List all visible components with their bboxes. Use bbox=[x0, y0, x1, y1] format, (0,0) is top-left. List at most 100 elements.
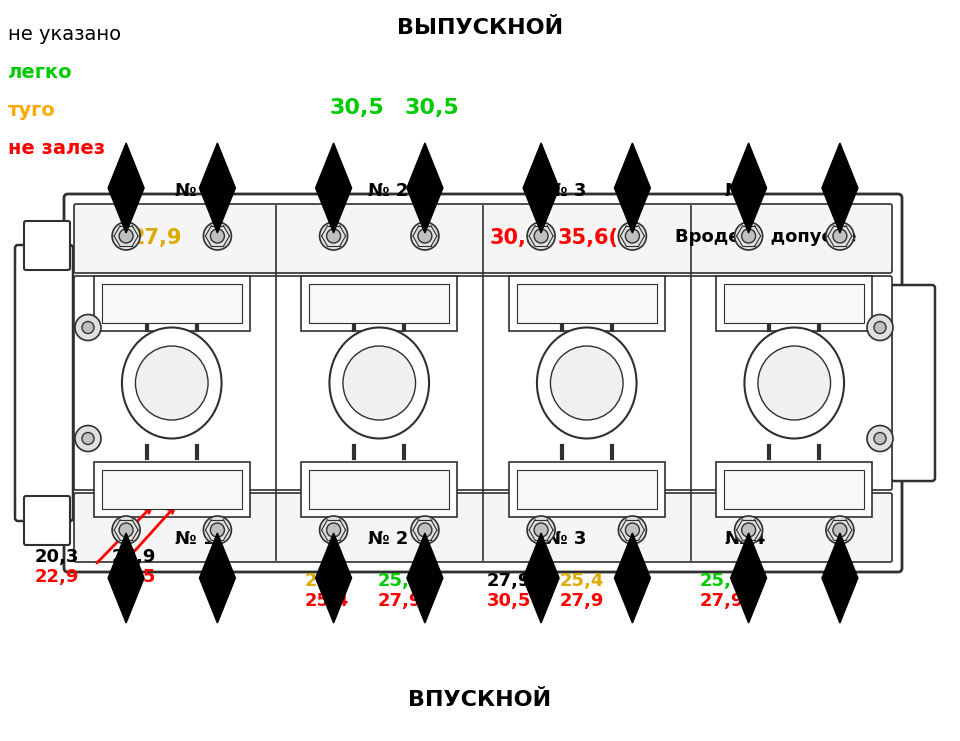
Circle shape bbox=[411, 222, 439, 250]
Ellipse shape bbox=[122, 328, 222, 439]
Text: 25,4: 25,4 bbox=[378, 572, 422, 590]
Bar bbox=[102, 470, 242, 509]
Circle shape bbox=[204, 516, 231, 544]
Text: 22,9: 22,9 bbox=[305, 572, 349, 590]
Circle shape bbox=[741, 523, 756, 537]
Text: 30,5: 30,5 bbox=[487, 592, 532, 610]
FancyBboxPatch shape bbox=[74, 493, 892, 562]
Text: 25,4: 25,4 bbox=[305, 592, 349, 610]
Text: № 1: № 1 bbox=[175, 182, 215, 200]
Circle shape bbox=[75, 425, 101, 451]
Circle shape bbox=[534, 523, 548, 537]
Ellipse shape bbox=[329, 328, 429, 439]
Circle shape bbox=[210, 229, 225, 243]
Text: 35,6(!): 35,6(!) bbox=[558, 228, 637, 248]
Circle shape bbox=[112, 222, 140, 250]
Bar bbox=[102, 284, 242, 323]
Bar bbox=[309, 470, 449, 509]
Circle shape bbox=[734, 516, 762, 544]
FancyBboxPatch shape bbox=[15, 245, 73, 521]
Text: № 1: № 1 bbox=[175, 530, 215, 548]
Circle shape bbox=[527, 222, 555, 250]
Circle shape bbox=[326, 523, 341, 537]
Polygon shape bbox=[822, 143, 858, 233]
Circle shape bbox=[826, 222, 853, 250]
Bar bbox=[301, 276, 457, 331]
Bar bbox=[516, 470, 657, 509]
Circle shape bbox=[741, 229, 756, 243]
Circle shape bbox=[618, 222, 646, 250]
Bar bbox=[516, 284, 657, 323]
Bar bbox=[94, 276, 250, 331]
Ellipse shape bbox=[744, 328, 844, 439]
Text: легко: легко bbox=[8, 63, 73, 82]
Text: 20,3: 20,3 bbox=[35, 548, 80, 566]
Circle shape bbox=[210, 523, 225, 537]
Text: ВПУСКНОЙ: ВПУСКНОЙ bbox=[408, 690, 552, 710]
Circle shape bbox=[527, 516, 555, 544]
Bar bbox=[716, 462, 872, 517]
Polygon shape bbox=[108, 143, 144, 233]
Circle shape bbox=[119, 523, 133, 537]
Bar bbox=[509, 276, 664, 331]
Circle shape bbox=[82, 322, 94, 333]
Circle shape bbox=[320, 516, 348, 544]
Circle shape bbox=[734, 222, 762, 250]
Text: 27,9: 27,9 bbox=[130, 228, 181, 248]
Polygon shape bbox=[731, 533, 767, 623]
Circle shape bbox=[82, 433, 94, 445]
Text: 30,5: 30,5 bbox=[330, 98, 385, 118]
Bar bbox=[301, 462, 457, 517]
Bar bbox=[725, 284, 864, 323]
Text: Вроде в  допуске: Вроде в допуске bbox=[675, 228, 856, 246]
Text: № 2: № 2 bbox=[368, 182, 408, 200]
Circle shape bbox=[826, 516, 853, 544]
Text: № 3: № 3 bbox=[546, 530, 587, 548]
Text: № 4: № 4 bbox=[725, 182, 765, 200]
Ellipse shape bbox=[135, 346, 208, 420]
Text: туго: туго bbox=[8, 101, 56, 120]
FancyBboxPatch shape bbox=[74, 204, 892, 273]
Polygon shape bbox=[614, 143, 651, 233]
Circle shape bbox=[833, 523, 847, 537]
Text: ВЫПУСКНОЙ: ВЫПУСКНОЙ bbox=[396, 18, 564, 38]
Text: № 4: № 4 bbox=[725, 530, 765, 548]
Text: № 3: № 3 bbox=[546, 182, 587, 200]
Text: 27,9: 27,9 bbox=[700, 592, 744, 610]
Text: 27,9: 27,9 bbox=[378, 592, 422, 610]
Polygon shape bbox=[523, 533, 559, 623]
Circle shape bbox=[867, 425, 893, 451]
Polygon shape bbox=[822, 533, 858, 623]
Circle shape bbox=[833, 229, 847, 243]
Circle shape bbox=[874, 322, 886, 333]
Circle shape bbox=[204, 222, 231, 250]
Circle shape bbox=[625, 229, 639, 243]
Bar bbox=[94, 462, 250, 517]
Circle shape bbox=[112, 516, 140, 544]
Circle shape bbox=[534, 229, 548, 243]
FancyBboxPatch shape bbox=[74, 276, 892, 490]
Text: 27,9: 27,9 bbox=[560, 592, 605, 610]
Polygon shape bbox=[731, 143, 767, 233]
Circle shape bbox=[75, 314, 101, 341]
Ellipse shape bbox=[758, 346, 830, 420]
Polygon shape bbox=[407, 143, 443, 233]
Circle shape bbox=[867, 314, 893, 341]
Text: 27,9: 27,9 bbox=[112, 548, 156, 566]
Text: не залез: не залез bbox=[8, 139, 106, 158]
Ellipse shape bbox=[550, 346, 623, 420]
Bar bbox=[716, 276, 872, 331]
Text: 27,9: 27,9 bbox=[487, 572, 532, 590]
Circle shape bbox=[320, 222, 348, 250]
Circle shape bbox=[618, 516, 646, 544]
Polygon shape bbox=[108, 533, 144, 623]
Polygon shape bbox=[316, 143, 351, 233]
Circle shape bbox=[874, 433, 886, 445]
Polygon shape bbox=[316, 533, 351, 623]
Text: 30,5: 30,5 bbox=[405, 98, 460, 118]
Polygon shape bbox=[614, 533, 651, 623]
Bar bbox=[509, 462, 664, 517]
FancyBboxPatch shape bbox=[24, 496, 70, 545]
Circle shape bbox=[411, 516, 439, 544]
Polygon shape bbox=[200, 533, 235, 623]
